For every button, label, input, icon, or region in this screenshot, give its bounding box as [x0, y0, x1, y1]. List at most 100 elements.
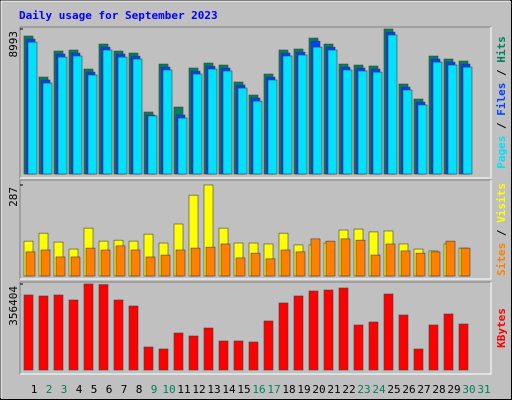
x-tick-label: 25: [387, 383, 400, 396]
bar: [250, 252, 261, 277]
bar: [355, 239, 366, 277]
bar: [128, 305, 139, 371]
bar: [443, 313, 454, 371]
bar: [368, 321, 379, 371]
x-tick-label: 11: [177, 383, 190, 396]
x-tick-label: 20: [312, 383, 325, 396]
x-tick-label: 12: [192, 383, 205, 396]
bar: [267, 79, 278, 175]
bar: [42, 82, 53, 175]
legend-entry: KBytes: [495, 308, 508, 348]
x-tick-label: 2: [46, 383, 53, 396]
bar: [40, 249, 51, 277]
x-tick-label: 4: [76, 383, 83, 396]
bar: [235, 257, 246, 277]
x-tick-label: 10: [162, 383, 175, 396]
bar: [72, 55, 83, 175]
legend-entry: Visits: [495, 183, 508, 223]
bar: [458, 323, 469, 371]
x-tick-label: 29: [447, 383, 460, 396]
legend-entry: Files: [495, 83, 508, 116]
x-tick-label: 30: [462, 383, 475, 396]
bar: [383, 293, 394, 371]
bar: [117, 56, 128, 175]
bar: [130, 249, 141, 277]
bar: [143, 346, 154, 371]
bar: [25, 251, 36, 277]
bar: [53, 294, 64, 371]
bar: [68, 299, 79, 371]
bar: [55, 256, 66, 277]
x-tick-label: 15: [237, 383, 250, 396]
bar: [27, 41, 38, 175]
bar: [218, 340, 229, 371]
bar: [263, 320, 274, 371]
bar: [278, 302, 289, 371]
bar: [192, 73, 203, 175]
x-tick-label: 9: [151, 383, 158, 396]
x-tick-label: 17: [267, 383, 280, 396]
bar: [445, 240, 456, 277]
chart-title: Daily usage for September 2023: [19, 9, 218, 22]
bar: [188, 335, 199, 371]
bar: [413, 348, 424, 371]
bar: [160, 254, 171, 277]
legend-separator: /: [495, 116, 508, 136]
x-tick-label: 8: [136, 383, 143, 396]
bar: [308, 290, 319, 371]
y-tick-label: 8993: [7, 31, 20, 58]
bar: [432, 61, 443, 175]
bar: [398, 314, 409, 371]
panel-bevel: [20, 180, 492, 280]
bar: [102, 49, 113, 175]
panel-bevel: [20, 27, 492, 179]
bar: [100, 249, 111, 277]
bar: [87, 74, 98, 175]
legend: Sites / Visits: [495, 183, 508, 276]
legend: KBytes: [495, 308, 508, 348]
legend: Pages / Files / Hits: [495, 36, 508, 169]
bar: [147, 115, 158, 175]
y-tick-label: 287: [7, 187, 20, 207]
bar: [265, 258, 276, 277]
x-tick-label: 28: [432, 383, 445, 396]
x-tick-label: 23: [357, 383, 370, 396]
x-tick-label: 31: [477, 383, 490, 396]
bar: [38, 295, 49, 371]
legend-separator: /: [495, 63, 508, 83]
x-tick-label: 13: [207, 383, 220, 396]
bar: [417, 104, 428, 175]
bar: [280, 249, 291, 277]
bar: [205, 246, 216, 277]
x-tick-label: 18: [282, 383, 295, 396]
bar: [190, 247, 201, 277]
legend-entry: Pages: [495, 136, 508, 169]
bar: [248, 341, 259, 371]
bar: [85, 247, 96, 277]
bar: [387, 34, 398, 175]
bar: [252, 100, 263, 175]
x-tick-label: 14: [222, 383, 236, 396]
bar: [327, 49, 338, 175]
bar: [222, 70, 233, 175]
x-tick-label: 27: [417, 383, 430, 396]
bar: [430, 251, 441, 277]
x-tick-label: 24: [372, 383, 386, 396]
bar: [70, 256, 81, 277]
x-tick-label: 1: [31, 383, 38, 396]
bar: [372, 71, 383, 175]
bar: [237, 87, 248, 175]
bar: [220, 243, 231, 277]
bar: [325, 240, 336, 277]
x-tick-label: 5: [91, 383, 98, 396]
bar: [338, 287, 349, 371]
bar: [177, 117, 188, 175]
bar: [323, 289, 334, 371]
bar: [400, 250, 411, 277]
x-tick-label: 16: [252, 383, 265, 396]
bar: [312, 46, 323, 175]
bar: [132, 58, 143, 175]
bar: [145, 256, 156, 277]
bar: [282, 55, 293, 175]
